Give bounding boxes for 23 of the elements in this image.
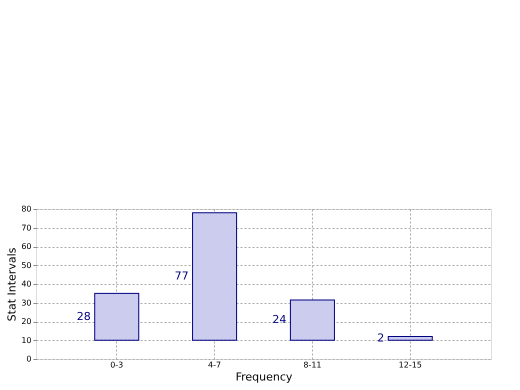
y-tick-label: 50 — [21, 260, 32, 270]
y-tick-label: 0 — [26, 354, 32, 364]
y-tick-label: 20 — [21, 317, 32, 326]
bar — [192, 212, 238, 341]
bar — [94, 292, 140, 341]
y-tick-label: 30 — [21, 298, 32, 308]
y-axis-title: Stat Intervals — [5, 247, 18, 322]
y-tick-label: 60 — [21, 242, 32, 251]
x-tick-label: 8-11 — [303, 360, 322, 370]
y-tick-label: 10 — [21, 336, 32, 345]
y-tick-label: 70 — [21, 223, 32, 232]
y-tick-label: 40 — [21, 280, 32, 288]
annotation: 77 — [174, 270, 189, 282]
bar — [290, 299, 335, 341]
x-tick-label: 0-3 — [110, 360, 124, 370]
x-tick-label: 12-15 — [398, 360, 422, 370]
x-tick-label: 4-7 — [208, 360, 222, 370]
y-tick-label: 80 — [21, 204, 32, 214]
annotation: 24 — [272, 313, 286, 326]
bar — [388, 336, 433, 341]
annotation: 2 — [377, 331, 384, 344]
x-axis-title: Frequency — [236, 370, 293, 384]
annotation: 28 — [76, 310, 91, 323]
